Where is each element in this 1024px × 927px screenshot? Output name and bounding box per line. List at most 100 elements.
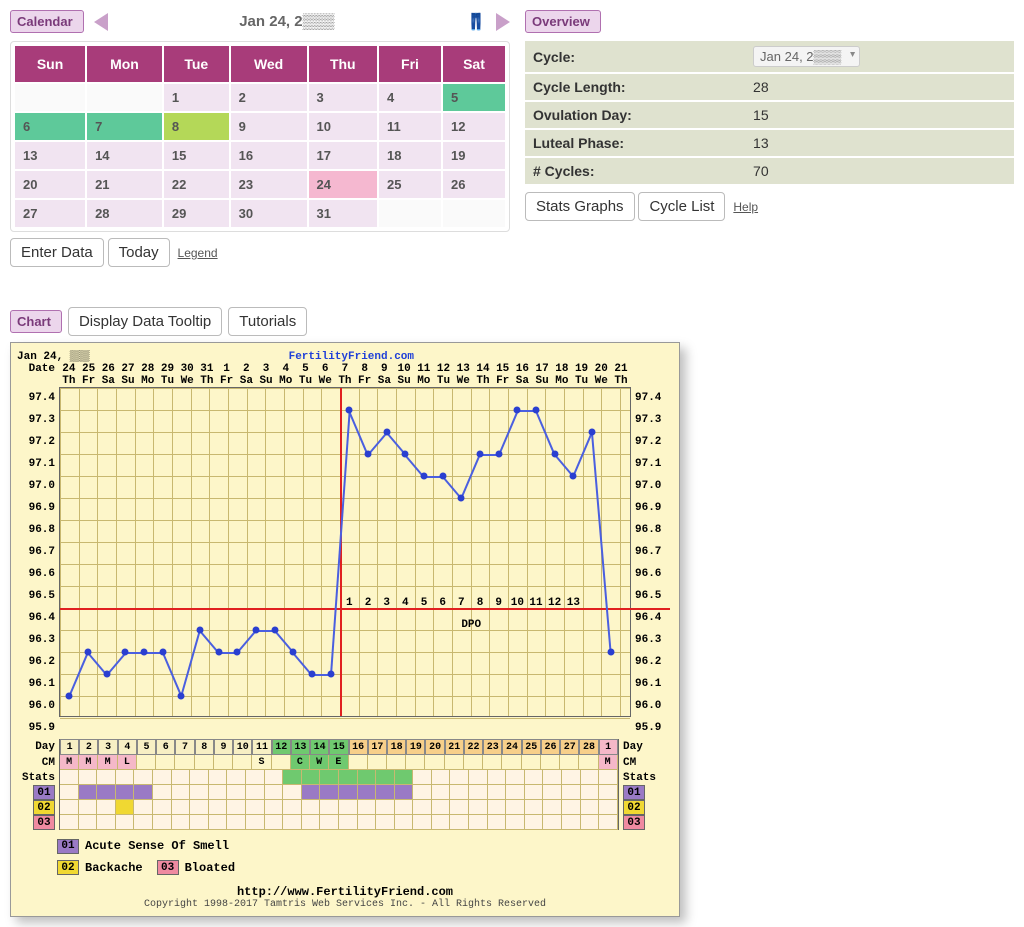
cal-cell[interactable]: 9 — [231, 113, 307, 140]
temp-point — [103, 671, 110, 678]
chart-header: Chart — [10, 310, 62, 333]
cal-cell[interactable]: 5 — [443, 84, 505, 111]
cal-day-head: Mon — [87, 46, 162, 82]
enter-data-button[interactable]: Enter Data — [10, 238, 104, 267]
cal-cell[interactable]: 26 — [443, 171, 505, 198]
cal-cell[interactable]: 2 — [231, 84, 307, 111]
calendar-date-label: Jan 24, 2▒▒▒ — [118, 13, 456, 30]
temp-point — [309, 671, 316, 678]
temp-point — [383, 429, 390, 436]
cal-cell[interactable]: 18 — [379, 142, 441, 169]
cal-cell[interactable]: 12 — [443, 113, 505, 140]
cal-cell[interactable]: 3 — [309, 84, 377, 111]
cal-day-head: Sat — [443, 46, 505, 82]
cal-day-head: Fri — [379, 46, 441, 82]
cal-cell[interactable]: 29 — [164, 200, 229, 227]
temp-plot: 12345678910111213DPO — [59, 387, 631, 717]
temp-point — [533, 407, 540, 414]
ov-val: 70 — [745, 157, 1014, 185]
cal-cell[interactable]: 17 — [309, 142, 377, 169]
temp-point — [607, 649, 614, 656]
date-axis-label: Date — [17, 363, 59, 375]
legend-link[interactable]: Legend — [178, 246, 218, 260]
today-button[interactable]: Today — [108, 238, 170, 267]
view-icon[interactable]: 👖 — [466, 12, 486, 32]
cycle-select[interactable]: Jan 24, 2▒▒▒ — [753, 46, 860, 67]
cal-cell[interactable]: 19 — [443, 142, 505, 169]
temp-point — [290, 649, 297, 656]
chart-copyright: Copyright 1998-2017 Tamtris Web Services… — [17, 899, 673, 910]
chart-date: Jan 24, ▒▒▒ — [17, 351, 90, 363]
temp-point — [402, 451, 409, 458]
tutorials-button[interactable]: Tutorials — [228, 307, 307, 336]
cal-day-head: Tue — [164, 46, 229, 82]
temp-point — [439, 473, 446, 480]
temp-point — [234, 649, 241, 656]
temp-point — [570, 473, 577, 480]
ov-val: 15 — [745, 101, 1014, 129]
ov-key: # Cycles: — [525, 157, 745, 185]
cal-cell[interactable]: 20 — [15, 171, 85, 198]
cal-cell[interactable] — [443, 200, 505, 227]
cal-cell[interactable]: 25 — [379, 171, 441, 198]
temp-point — [141, 649, 148, 656]
cal-cell[interactable]: 14 — [87, 142, 162, 169]
temp-point — [421, 473, 428, 480]
ov-key: Luteal Phase: — [525, 129, 745, 157]
display-tooltip-button[interactable]: Display Data Tooltip — [68, 307, 222, 336]
cal-cell[interactable]: 27 — [15, 200, 85, 227]
cal-day-head: Sun — [15, 46, 85, 82]
cal-cell[interactable]: 4 — [379, 84, 441, 111]
temp-point — [85, 649, 92, 656]
cal-cell[interactable]: 7 — [87, 113, 162, 140]
cycle-list-button[interactable]: Cycle List — [638, 192, 725, 221]
overview-table: Cycle:Jan 24, 2▒▒▒Cycle Length:28Ovulati… — [525, 41, 1014, 186]
temp-point — [458, 495, 465, 502]
help-link[interactable]: Help — [733, 200, 758, 214]
overview-header: Overview — [525, 10, 601, 33]
stats-graphs-button[interactable]: Stats Graphs — [525, 192, 635, 221]
cal-cell[interactable]: 23 — [231, 171, 307, 198]
cal-cell[interactable]: 22 — [164, 171, 229, 198]
cal-cell[interactable] — [87, 84, 162, 111]
chart-site: FertilityFriend.com — [90, 351, 613, 363]
cal-cell[interactable]: 31 — [309, 200, 377, 227]
cal-cell[interactable]: 30 — [231, 200, 307, 227]
cal-cell[interactable]: 24 — [309, 171, 377, 198]
temp-point — [215, 649, 222, 656]
temp-point — [197, 627, 204, 634]
temp-point — [477, 451, 484, 458]
next-month-icon[interactable] — [496, 13, 510, 31]
cal-cell[interactable]: 16 — [231, 142, 307, 169]
cal-day-head: Wed — [231, 46, 307, 82]
chart-footer-url: http://www.FertilityFriend.com — [17, 879, 673, 899]
cal-cell[interactable] — [15, 84, 85, 111]
calendar-header: Calendar — [10, 10, 84, 33]
temp-point — [514, 407, 521, 414]
cal-cell[interactable]: 6 — [15, 113, 85, 140]
temp-point — [159, 649, 166, 656]
cal-cell[interactable]: 1 — [164, 84, 229, 111]
cal-cell[interactable]: 15 — [164, 142, 229, 169]
temp-point — [253, 627, 260, 634]
cal-cell[interactable]: 21 — [87, 171, 162, 198]
temp-point — [122, 649, 129, 656]
ov-key: Cycle: — [525, 41, 745, 73]
temp-point — [271, 627, 278, 634]
ov-key: Cycle Length: — [525, 73, 745, 101]
ov-val: 13 — [745, 129, 1014, 157]
ov-val: Jan 24, 2▒▒▒ — [745, 41, 1014, 73]
prev-month-icon[interactable] — [94, 13, 108, 31]
fertility-chart: Jan 24, ▒▒▒ FertilityFriend.com Date 242… — [10, 342, 680, 917]
temp-point — [589, 429, 596, 436]
temp-point — [346, 407, 353, 414]
symptom-legend: 01Acute Sense Of Smell02Backache03Bloate… — [17, 830, 673, 879]
cal-cell[interactable]: 13 — [15, 142, 85, 169]
cal-cell[interactable]: 8 — [164, 113, 229, 140]
cal-cell[interactable]: 11 — [379, 113, 441, 140]
cal-cell[interactable]: 10 — [309, 113, 377, 140]
temp-point — [178, 693, 185, 700]
cal-cell[interactable] — [379, 200, 441, 227]
cal-cell[interactable]: 28 — [87, 200, 162, 227]
calendar-table: SunMonTueWedThuFriSat 123456789101112131… — [10, 41, 510, 232]
